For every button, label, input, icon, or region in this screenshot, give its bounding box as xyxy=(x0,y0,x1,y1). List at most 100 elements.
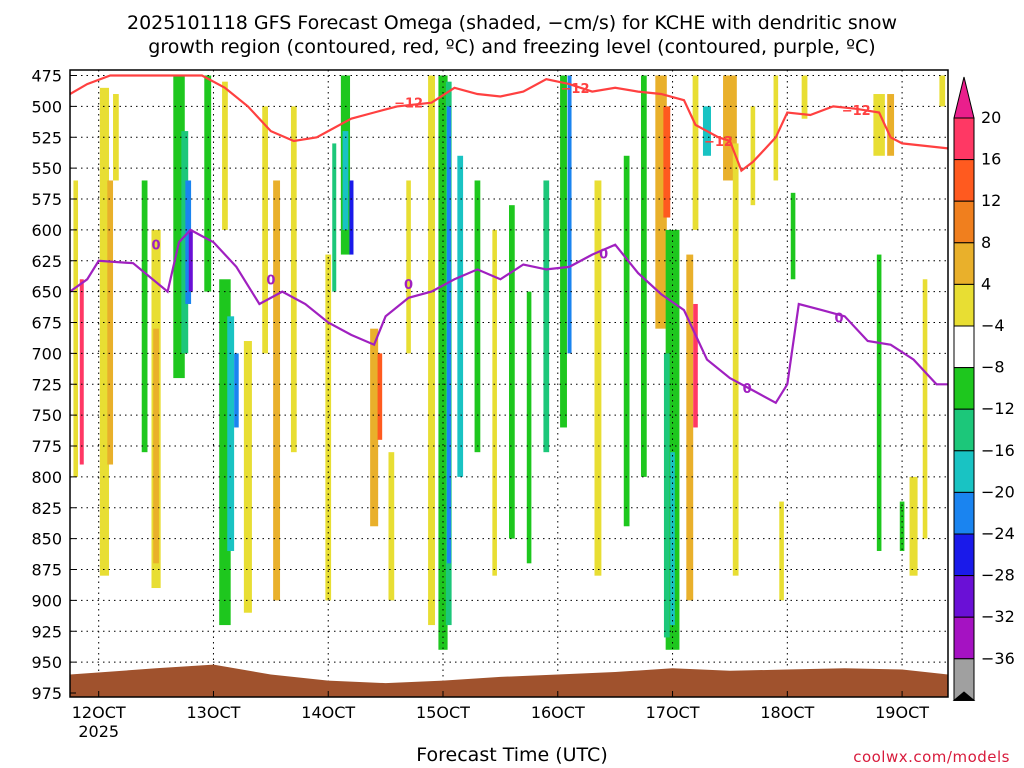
colorbar-segment xyxy=(953,367,975,410)
x-tick-label: 19OCT xyxy=(875,703,929,722)
omega-shading xyxy=(73,75,946,650)
omega-shade-cell xyxy=(428,75,435,626)
colorbar-label: 16 xyxy=(981,150,1001,169)
y-tick-label: 675 xyxy=(31,314,62,333)
omega-shade-cell xyxy=(325,254,332,601)
omega-shade-cell xyxy=(663,106,671,218)
omega-shade-cell xyxy=(377,353,383,440)
x-axis-label: Forecast Time (UTC) xyxy=(416,744,608,766)
y-tick-label: 800 xyxy=(31,468,62,487)
x-tick-label: 13OCT xyxy=(187,703,241,722)
contour-label: 0 xyxy=(266,273,275,288)
omega-shade-cell xyxy=(406,180,411,354)
omega-shade-cell xyxy=(73,180,79,477)
colorbar-label: −36 xyxy=(981,649,1015,668)
colorbar-label: 12 xyxy=(981,191,1001,210)
omega-shade-cell xyxy=(332,143,337,292)
terrain-surface xyxy=(70,664,948,697)
contour-label: 0 xyxy=(743,382,752,397)
x-tick-label: 14OCT xyxy=(301,703,355,722)
omega-shade-cell xyxy=(370,328,379,527)
omega-shade-cell xyxy=(526,291,532,564)
contour-label: 0 xyxy=(152,239,161,254)
y-tick-label: 600 xyxy=(31,221,62,240)
colorbar-segment xyxy=(953,408,975,452)
y-tick-label: 625 xyxy=(31,252,62,271)
omega-shade-cell xyxy=(790,192,796,280)
y-tick-label: 525 xyxy=(31,128,62,147)
omega-shade-cell xyxy=(234,353,239,428)
colorbar-label: −16 xyxy=(981,441,1015,460)
colorbar-label: −20 xyxy=(981,482,1015,501)
omega-shade-cell xyxy=(99,87,110,576)
omega-shade-cell xyxy=(567,75,572,354)
y-tick-label: 850 xyxy=(31,530,62,549)
omega-shade-cell xyxy=(640,75,647,477)
colorbar-segment xyxy=(953,575,975,618)
y-tick-label: 575 xyxy=(31,190,62,209)
omega-shade-cell xyxy=(887,94,895,156)
colorbar-segment xyxy=(953,616,975,660)
chart-title-line-2: growth region (contoured, red, ºC) and f… xyxy=(148,36,876,58)
x-tick-label: 15OCT xyxy=(416,703,470,722)
contour-label: −12 xyxy=(561,82,590,97)
omega-shade-cell xyxy=(594,180,602,576)
y-tick-label: 925 xyxy=(31,622,62,641)
omega-shade-cell xyxy=(623,155,630,527)
omega-shade-cell xyxy=(219,279,231,626)
omega-shade-cell xyxy=(188,229,193,292)
contour-line-dgz xyxy=(70,74,948,173)
colorbar-segment xyxy=(953,159,975,202)
grid-lines xyxy=(70,70,948,697)
y-tick-label: 875 xyxy=(31,561,62,580)
omega-shade-cell xyxy=(141,180,148,453)
colorbar-segment xyxy=(953,533,975,577)
omega-shade-cell xyxy=(447,106,452,564)
y-tick-label: 975 xyxy=(31,684,62,703)
omega-shade-cell xyxy=(222,81,228,230)
credit-link[interactable]: coolwx.com/models xyxy=(853,748,1010,766)
contour-label: −12 xyxy=(704,135,733,150)
x-tick-label: 12OCT xyxy=(72,703,126,722)
y-tick-label: 950 xyxy=(31,653,62,672)
omega-shade-cell xyxy=(181,131,189,354)
colorbar-segment xyxy=(953,242,975,285)
terrain-area xyxy=(70,664,948,697)
contour-label: 0 xyxy=(404,278,413,293)
y-tick-label: 775 xyxy=(31,437,62,456)
colorbar-label: 20 xyxy=(981,108,1001,127)
omega-shade-cell xyxy=(939,75,946,107)
contour-label: 0 xyxy=(834,312,843,327)
colorbar-label: 4 xyxy=(981,274,991,293)
omega-shade-cell xyxy=(204,75,212,292)
colorbar-label: 8 xyxy=(981,233,991,252)
y-tick-label: 475 xyxy=(31,67,62,86)
colorbar-label: −12 xyxy=(981,399,1015,418)
omega-shade-cell xyxy=(273,180,281,601)
colorbar: 20 16 12 8 4 −4 −8 −12 −16 −20 −24 −28 −32 −36 xyxy=(952,76,1015,701)
colorbar-label: −24 xyxy=(981,524,1015,543)
plot-frame xyxy=(69,69,949,698)
omega-shade-cell xyxy=(750,106,756,206)
omega-shade-cell xyxy=(457,155,464,477)
omega-shade-cell xyxy=(543,180,550,453)
colorbar-label: −4 xyxy=(981,316,1005,335)
y-tick-label: 900 xyxy=(31,591,62,610)
omega-shade-cell xyxy=(227,316,235,551)
omega-shade-cell xyxy=(922,279,928,539)
colorbar-top-arrow xyxy=(953,76,975,119)
colorbar-segment xyxy=(953,450,975,493)
y-tick-label: 700 xyxy=(31,344,62,363)
x-year-label: 2025 xyxy=(78,722,119,741)
contour-label: −12 xyxy=(842,104,871,119)
omega-shade-cell xyxy=(349,180,354,255)
x-tick-label: 16OCT xyxy=(531,703,585,722)
omega-shade-cell xyxy=(474,180,481,453)
omega-shade-cell xyxy=(686,254,694,601)
omega-shade-cell xyxy=(560,75,567,428)
omega-shade-cell xyxy=(243,341,252,613)
omega-shade-cell xyxy=(388,452,395,601)
omega-shade-cell xyxy=(262,106,268,354)
omega-shade-cell xyxy=(692,75,699,230)
